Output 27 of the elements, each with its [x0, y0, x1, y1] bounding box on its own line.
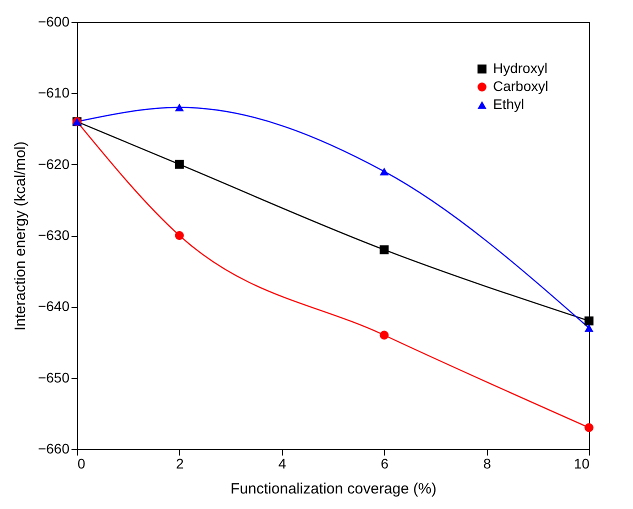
x-tick-label: 6 [380, 456, 389, 472]
point [380, 168, 389, 176]
point [380, 330, 389, 340]
point [584, 316, 594, 326]
y-tick-label: −630 [38, 227, 70, 243]
legend-label: Ethyl [493, 96, 524, 112]
y-tick-label: −640 [38, 298, 70, 314]
y-tick-label: −660 [38, 440, 70, 456]
point [584, 324, 594, 332]
point [380, 245, 389, 254]
y-tick-label: −620 [38, 156, 70, 172]
point [174, 104, 184, 112]
point [174, 160, 184, 169]
y-tick-label: −610 [38, 84, 70, 101]
legend-label: Hydroxyl [493, 60, 548, 76]
legend-label: Carboxyl [493, 78, 548, 94]
y-axis-title: Interaction energy (kcal/mol) [12, 141, 29, 331]
x-tick-label: 10 [574, 456, 590, 472]
point [584, 423, 594, 432]
x-axis-title: Functionalization coverage (%) [230, 480, 436, 498]
y-tick-label: −600 [38, 14, 70, 30]
x-tick-label: 0 [78, 456, 86, 472]
point [174, 231, 184, 240]
x-tick-label: 8 [483, 456, 492, 472]
x-tick-label: 4 [278, 456, 286, 472]
y-tick-label: −650 [38, 369, 70, 386]
x-tick-label: 2 [176, 456, 184, 472]
